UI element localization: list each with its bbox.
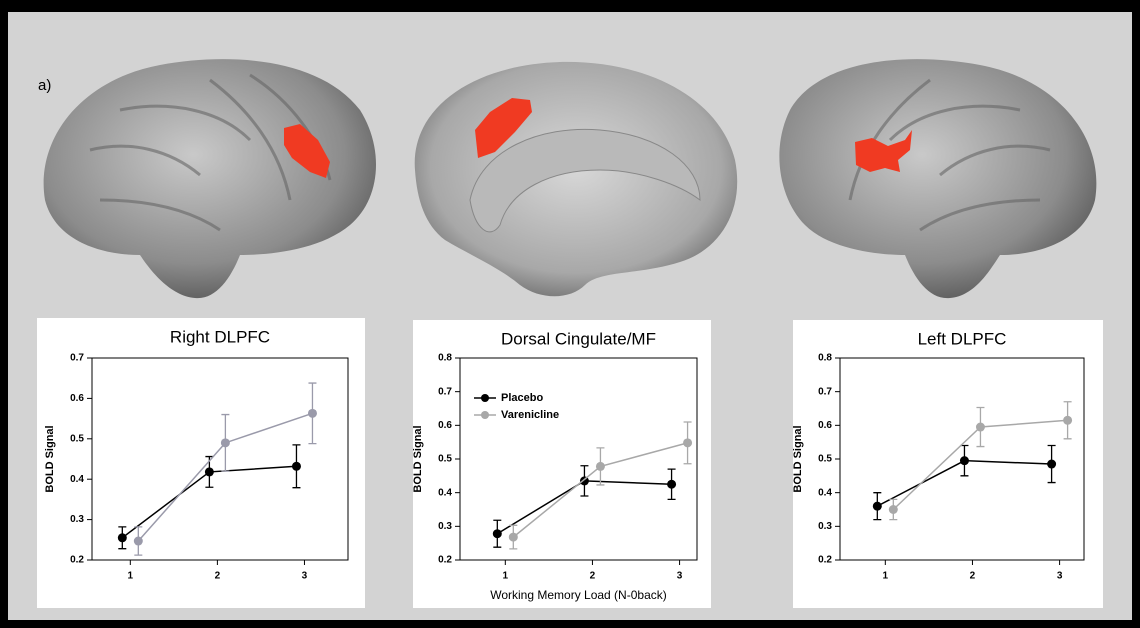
data-point bbox=[595, 461, 605, 471]
data-point bbox=[220, 438, 230, 448]
y-tick-label: 0.4 bbox=[438, 487, 452, 498]
y-tick-label: 0.6 bbox=[818, 420, 832, 431]
x-tick-label: 2 bbox=[970, 571, 976, 582]
x-tick-label: 2 bbox=[215, 571, 221, 582]
y-tick-label: 0.7 bbox=[818, 386, 832, 397]
data-point bbox=[1063, 415, 1073, 425]
legend-marker bbox=[481, 411, 489, 419]
data-point bbox=[959, 456, 969, 466]
data-point bbox=[579, 476, 589, 486]
legend-marker bbox=[481, 394, 489, 402]
y-tick-label: 0.4 bbox=[818, 487, 832, 498]
data-point bbox=[1047, 459, 1057, 469]
y-tick-label: 0.5 bbox=[438, 454, 452, 465]
chart-panel bbox=[413, 320, 711, 608]
data-point bbox=[133, 536, 143, 546]
chart-panel bbox=[37, 318, 365, 608]
y-tick-label: 0.8 bbox=[438, 353, 452, 364]
chart-title: Right DLPFC bbox=[170, 327, 270, 346]
data-point bbox=[667, 479, 677, 489]
data-point bbox=[872, 501, 882, 511]
x-tick-label: 3 bbox=[677, 571, 683, 582]
x-tick-label: 3 bbox=[302, 571, 308, 582]
legend-label: Varenicline bbox=[501, 409, 559, 421]
y-tick-label: 0.5 bbox=[818, 454, 832, 465]
data-point bbox=[291, 461, 301, 471]
brain-left-lateral bbox=[779, 59, 1097, 299]
data-point bbox=[492, 529, 502, 539]
y-tick-label: 0.7 bbox=[438, 386, 452, 397]
legend-label: Placebo bbox=[501, 392, 543, 404]
y-tick-label: 0.3 bbox=[818, 521, 832, 532]
x-axis-label: Working Memory Load (N-0back) bbox=[490, 588, 667, 602]
y-tick-label: 0.2 bbox=[818, 555, 832, 566]
y-tick-label: 0.8 bbox=[818, 353, 832, 364]
data-point bbox=[888, 505, 898, 514]
y-tick-label: 0.6 bbox=[70, 393, 84, 404]
y-tick-label: 0.2 bbox=[70, 555, 84, 566]
x-tick-label: 2 bbox=[590, 571, 596, 582]
brain-medial bbox=[414, 61, 738, 297]
chart-title: Left DLPFC bbox=[918, 329, 1007, 348]
y-tick-label: 0.3 bbox=[70, 514, 84, 525]
x-tick-label: 1 bbox=[883, 571, 889, 582]
panel-label: a) bbox=[38, 77, 51, 94]
data-point bbox=[117, 533, 127, 543]
y-tick-label: 0.5 bbox=[70, 433, 84, 444]
y-tick-label: 0.7 bbox=[70, 353, 84, 364]
x-tick-label: 1 bbox=[128, 571, 134, 582]
y-tick-label: 0.6 bbox=[438, 420, 452, 431]
y-tick-label: 0.4 bbox=[70, 474, 84, 485]
y-axis-label: BOLD Signal bbox=[44, 425, 56, 492]
data-point bbox=[204, 467, 214, 477]
brain-right-lateral bbox=[43, 59, 377, 299]
data-point bbox=[307, 408, 317, 418]
plot-frame bbox=[91, 357, 349, 561]
data-point bbox=[508, 532, 518, 542]
y-tick-label: 0.2 bbox=[438, 555, 452, 566]
y-tick-label: 0.3 bbox=[438, 521, 452, 532]
data-point bbox=[975, 422, 985, 432]
chart-title: Dorsal Cingulate/MF bbox=[501, 329, 656, 348]
x-tick-label: 3 bbox=[1057, 571, 1063, 582]
x-tick-label: 1 bbox=[503, 571, 509, 582]
y-axis-label: BOLD Signal bbox=[792, 425, 804, 492]
y-axis-label: BOLD Signal bbox=[412, 425, 424, 492]
data-point bbox=[683, 438, 693, 448]
